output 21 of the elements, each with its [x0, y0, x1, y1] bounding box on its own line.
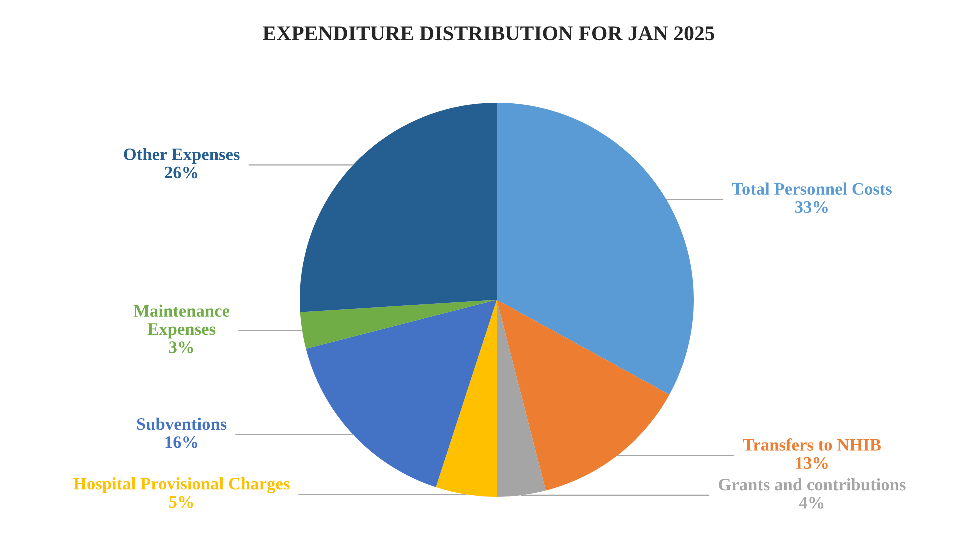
data-label: 13% — [796, 457, 828, 470]
slice-label: Transfers to NHIB — [743, 438, 881, 451]
data-label: 33% — [795, 201, 828, 214]
data-label: 3% — [169, 342, 194, 354]
data-label: 16% — [166, 436, 198, 448]
slice-label: Total Personnel Costs — [732, 182, 892, 195]
slice-label: Hospital Provisional Charges — [74, 478, 290, 494]
pie-slice — [497, 103, 694, 395]
data-label: 26% — [165, 166, 198, 179]
pie-slice — [300, 300, 497, 349]
slice-label: Grants and contributions — [718, 478, 906, 491]
pie-slice — [497, 300, 670, 491]
slice-label: Maintenance Expenses — [134, 304, 230, 339]
slice-label: Subventions — [137, 418, 227, 430]
pie-slice — [436, 300, 497, 497]
slice-label: Other Expenses — [124, 148, 240, 164]
chart-title: EXPENDITURE DISTRIBUTION FOR JAN 2025 — [263, 26, 715, 41]
data-label: 5% — [169, 496, 194, 508]
data-label: 4% — [799, 497, 824, 509]
pie-slice — [300, 103, 497, 312]
pie-slice — [306, 300, 497, 488]
